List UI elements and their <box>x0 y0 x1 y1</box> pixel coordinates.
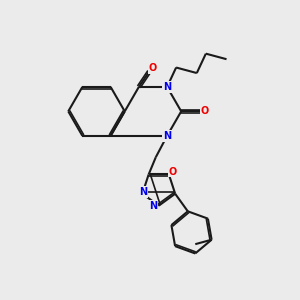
Text: O: O <box>168 167 177 176</box>
Text: N: N <box>163 82 171 92</box>
Text: O: O <box>149 64 157 74</box>
Text: N: N <box>149 201 158 211</box>
Text: N: N <box>163 131 171 141</box>
Text: O: O <box>201 106 209 116</box>
Text: N: N <box>139 187 147 197</box>
